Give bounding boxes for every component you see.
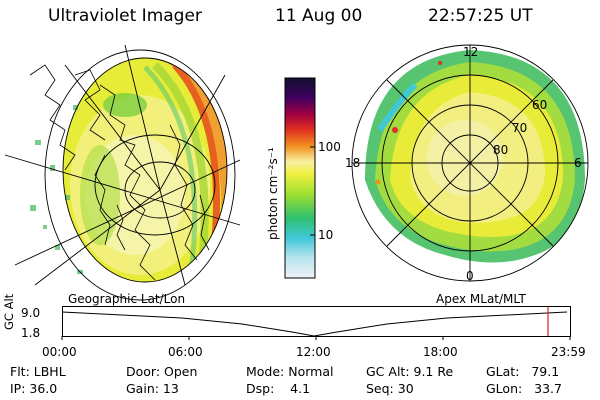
altitude-ylabel: GC Alt [2,293,16,330]
svg-text:12: 12 [463,45,478,59]
mlat-label-70: 70 [512,121,528,135]
altitude-plot [61,306,571,340]
geographic-image [4,44,241,301]
colorbar-tick-100: 100 [318,140,341,154]
gain-info: Gain: 13 [126,381,179,396]
filter-info: Flt: LBHL [10,364,66,379]
svg-text:0: 0 [466,269,474,283]
instrument-title: Ultraviolet Imager [48,6,202,26]
colorbar-unit-label: photon cm⁻²s⁻¹ [266,147,280,240]
svg-text:18: 18 [345,156,360,170]
colorbar [284,77,316,279]
altitude-xtick-0000: 00:00 [42,345,77,359]
mode-info: Mode: Normal [246,364,334,379]
polar-image: 12 18 6 0 [345,44,589,283]
altitude-ytick-min: 1.8 [21,326,41,340]
altitude-xtick-0600: 06:00 [168,345,203,359]
mlat-label-80: 80 [493,143,509,157]
altitude-xtick-1200: 12:00 [296,345,331,359]
time-label: 22:57:25 UT [428,6,533,26]
svg-text:6: 6 [574,156,582,170]
altitude-xtick-2359: 23:59 [551,345,586,359]
door-info: Door: Open [126,364,198,379]
date-label: 11 Aug 00 [275,6,363,26]
apex-label: Apex MLat/MLT [436,292,526,306]
glon-info: GLon: 33.7 [486,381,562,396]
colorbar-tick-10: 10 [318,228,334,242]
seq-info: Seq: 30 [366,381,414,396]
dsp-info: Dsp: 4.1 [246,381,311,396]
glat-info: GLat: 79.1 [486,364,560,379]
geographic-label: Geographic Lat/Lon [68,292,186,306]
altitude-ytick-max: 9.0 [21,306,41,320]
ip-info: IP: 36.0 [10,381,58,396]
gc-alt-info: GC Alt: 9.1 Re [366,364,454,379]
mlat-label-60: 60 [532,98,548,112]
altitude-xtick-1800: 18:00 [423,345,458,359]
